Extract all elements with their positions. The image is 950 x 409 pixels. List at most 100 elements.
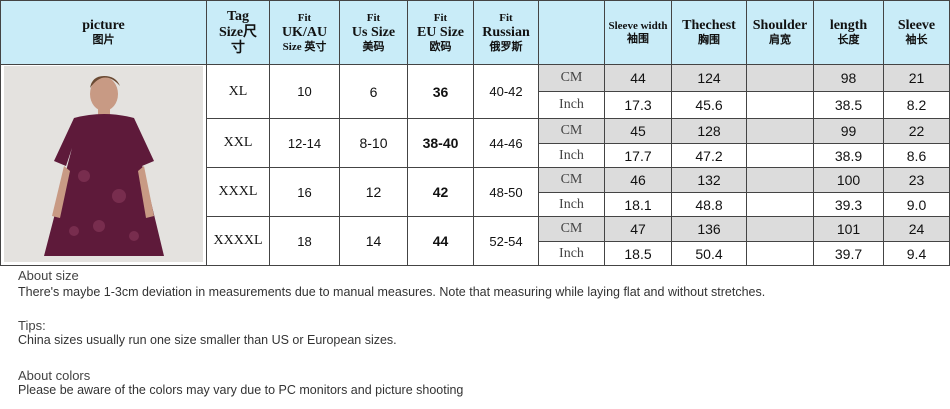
- measure-cell: [746, 216, 814, 242]
- unit-cell: Inch: [538, 143, 605, 168]
- header-text: 寸: [231, 40, 245, 56]
- measure-cell: 124: [671, 64, 747, 92]
- measure-cell: 22: [883, 118, 950, 144]
- unit-cell: CM: [538, 118, 605, 144]
- fit-cell: 40-42: [473, 64, 539, 119]
- fit-cell: 12-14: [269, 118, 340, 168]
- header-text: length: [829, 18, 868, 33]
- measure-cell: 9.4: [883, 241, 950, 266]
- header-cell: Shoulder 肩宽: [746, 0, 814, 65]
- measure-cell: [746, 91, 814, 119]
- measure-cell: 128: [671, 118, 747, 144]
- fit-cell: 38-40: [407, 118, 474, 168]
- measure-cell: 39.7: [813, 241, 884, 266]
- header-text: Us Size: [351, 24, 396, 40]
- header-text: Shoulder: [752, 18, 808, 33]
- note-heading: Tips:: [18, 318, 46, 333]
- measure-cell: 18.1: [604, 192, 672, 217]
- header-cell: Fit UK/AU Size 英寸: [269, 0, 340, 65]
- measure-cell: 39.3: [813, 192, 884, 217]
- note-text: There's maybe 1-3cm deviation in measure…: [18, 285, 766, 299]
- header-cell: [538, 0, 605, 65]
- header-text: 图片: [92, 34, 115, 46]
- header-text: Fit: [297, 11, 312, 24]
- header-text: Sleeve width: [608, 19, 668, 32]
- measure-cell: 136: [671, 216, 747, 242]
- tag-cell: XXL: [206, 118, 270, 168]
- header-cell: Fit EU Size 欧码: [407, 0, 474, 65]
- measure-cell: [746, 118, 814, 144]
- measure-cell: 8.2: [883, 91, 950, 119]
- header-cell: picture 图片: [0, 0, 207, 65]
- header-text: 长度: [837, 34, 860, 46]
- header-text: 袖围: [627, 32, 649, 45]
- measure-cell: 38.5: [813, 91, 884, 119]
- measure-cell: 45: [604, 118, 672, 144]
- header-text: 胸围: [698, 34, 720, 46]
- unit-cell: Inch: [538, 192, 605, 217]
- header-cell: Sleeve width 袖围: [604, 0, 672, 65]
- fit-cell: 18: [269, 216, 340, 266]
- measure-cell: 99: [813, 118, 884, 144]
- measure-cell: 23: [883, 167, 950, 193]
- header-text: Tag: [226, 8, 250, 24]
- fit-cell: 48-50: [473, 167, 539, 217]
- measure-cell: [746, 64, 814, 92]
- measure-cell: [746, 192, 814, 217]
- note-heading: About size: [18, 268, 79, 283]
- measure-cell: 47.2: [671, 143, 747, 168]
- header-text: Fit: [433, 11, 448, 24]
- header-cell: Fit Russian 俄罗斯: [473, 0, 539, 65]
- measure-cell: 101: [813, 216, 884, 242]
- header-text: 肩宽: [769, 34, 791, 46]
- unit-cell: Inch: [538, 91, 605, 119]
- fit-cell: 14: [339, 216, 408, 266]
- fit-cell: 44-46: [473, 118, 539, 168]
- measure-cell: 47: [604, 216, 672, 242]
- measure-cell: 45.6: [671, 91, 747, 119]
- measure-cell: 46: [604, 167, 672, 193]
- header-text: 俄罗斯: [489, 40, 523, 53]
- measure-cell: 24: [883, 216, 950, 242]
- unit-cell: CM: [538, 64, 605, 92]
- unit-cell: Inch: [538, 241, 605, 266]
- measure-cell: [746, 167, 814, 193]
- fit-cell: 44: [407, 216, 474, 266]
- fit-cell: 8-10: [339, 118, 408, 168]
- header-text: EU Size: [416, 24, 465, 40]
- fit-cell: 42: [407, 167, 474, 217]
- fit-cell: 36: [407, 64, 474, 119]
- measure-cell: 44: [604, 64, 672, 92]
- header-cell: length 长度: [813, 0, 884, 65]
- measure-cell: 9.0: [883, 192, 950, 217]
- unit-cell: CM: [538, 216, 605, 242]
- header-cell: Fit Us Size 美码: [339, 0, 408, 65]
- unit-cell: CM: [538, 167, 605, 193]
- header-text: Sleeve: [897, 18, 936, 33]
- header-text: Thechest: [682, 18, 736, 33]
- note-heading: About colors: [18, 368, 91, 383]
- fit-cell: 12: [339, 167, 408, 217]
- measure-cell: 18.5: [604, 241, 672, 266]
- header-cell: Sleeve 袖长: [883, 0, 950, 65]
- tag-cell: XXXXL: [206, 216, 270, 266]
- measure-cell: 8.6: [883, 143, 950, 168]
- note-text: China sizes usually run one size smaller…: [18, 333, 397, 347]
- tag-cell: XL: [206, 64, 270, 119]
- measure-cell: [746, 241, 814, 266]
- header-cell: Thechest 胸围: [671, 0, 747, 65]
- header-text: 美码: [362, 40, 385, 53]
- fit-cell: 10: [269, 64, 340, 119]
- measure-cell: 21: [883, 64, 950, 92]
- measure-cell: 50.4: [671, 241, 747, 266]
- measure-cell: 132: [671, 167, 747, 193]
- header-cell: Tag Size尺寸: [206, 0, 270, 65]
- product-picture: [4, 66, 203, 262]
- fit-cell: 16: [269, 167, 340, 217]
- measure-cell: [746, 143, 814, 168]
- measure-cell: 48.8: [671, 192, 747, 217]
- header-text: 袖长: [905, 34, 928, 46]
- header-text: Fit: [366, 11, 381, 24]
- header-text: Size尺: [218, 24, 258, 40]
